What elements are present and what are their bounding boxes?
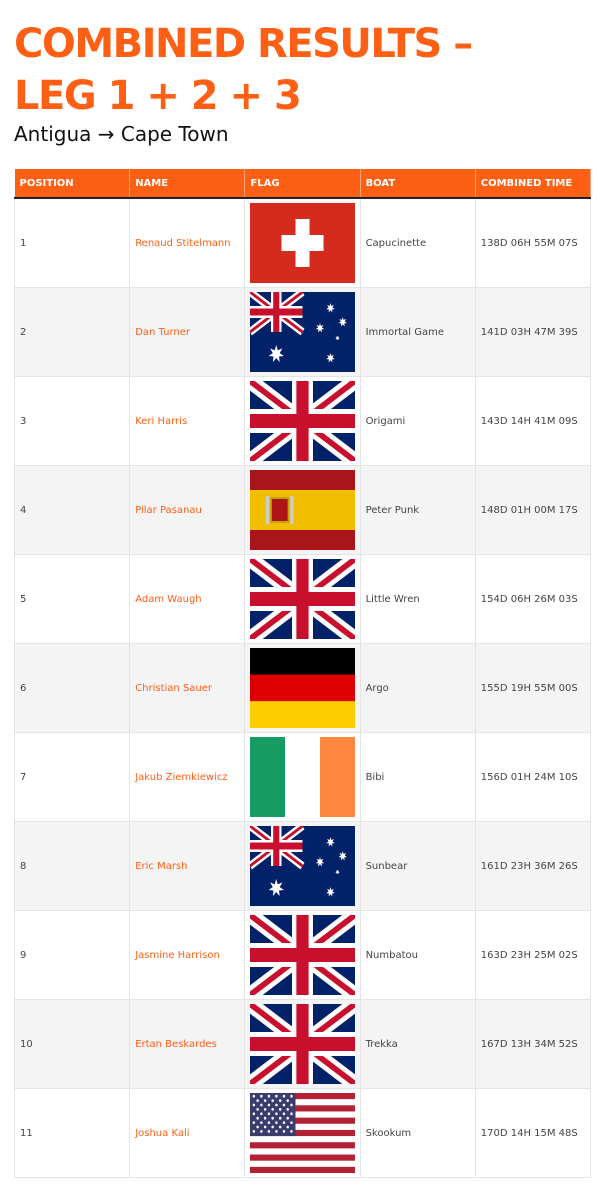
combined-time-cell: 143D 14H 41M 09S: [474, 376, 592, 466]
position-cell: 11: [13, 1088, 131, 1178]
combined-time-cell: 138D 06H 55M 07S: [474, 197, 592, 288]
flag-united-kingdom-icon: [250, 381, 356, 461]
skipper-name-link[interactable]: Jakub Ziemkiewicz: [129, 732, 246, 822]
header-boat[interactable]: BOAT: [360, 169, 476, 199]
position-cell: 1: [13, 197, 131, 288]
position-cell: 7: [13, 732, 131, 822]
skipper-name-link[interactable]: Jasmine Harrison: [129, 910, 246, 1000]
flag-cell: [244, 376, 361, 466]
flag-australia-icon: [250, 292, 356, 372]
header-position[interactable]: POSITION: [14, 169, 131, 199]
combined-time-cell: 161D 23H 36M 26S: [474, 821, 592, 911]
flag-cell: [244, 821, 361, 911]
flag-cell: [244, 197, 361, 288]
table-row: 11 Joshua Kali Skookum 170D 14H 15M 48S: [13, 1088, 592, 1178]
position-cell: 5: [13, 554, 131, 644]
table-row: 3 Keri Harris Origami 143D 14H 41M 09S: [13, 376, 592, 466]
skipper-name-link[interactable]: Joshua Kali: [129, 1088, 246, 1178]
flag-cell: [244, 287, 361, 377]
boat-cell: Numbatou: [359, 910, 476, 1000]
skipper-name-link[interactable]: Renaud Stitelmann: [129, 197, 246, 288]
flag-united-kingdom-icon: [250, 1004, 356, 1084]
position-cell: 2: [13, 287, 131, 377]
position-cell: 4: [13, 465, 131, 555]
skipper-name-link[interactable]: Keri Harris: [129, 376, 246, 466]
header-name[interactable]: NAME: [129, 169, 246, 199]
skipper-name-link[interactable]: Adam Waugh: [129, 554, 246, 644]
title-line-2: LEG 1 + 2 + 3: [14, 73, 302, 119]
skipper-name-link[interactable]: Christian Sauer: [129, 643, 246, 733]
flag-cell: [244, 1088, 361, 1178]
boat-cell: Argo: [359, 643, 476, 733]
table-row: 4 Pilar Pasanau Peter Punk 148D 01H 00M 17S: [13, 465, 592, 555]
skipper-name-link[interactable]: Dan Turner: [129, 287, 246, 377]
skipper-name-link[interactable]: Eric Marsh: [129, 821, 246, 911]
boat-cell: Immortal Game: [359, 287, 476, 377]
flag-ireland-icon: [250, 737, 356, 817]
table-header: POSITION NAME FLAG BOAT COMBINED TIME: [14, 169, 592, 199]
flag-united-kingdom-icon: [250, 559, 356, 639]
table-row: 8 Eric Marsh Sunbear 161D 23H 36M 26S: [13, 821, 592, 911]
flag-cell: [244, 732, 361, 822]
flag-switzerland-icon: [250, 203, 356, 283]
table-row: 9 Jasmine Harrison Numbatou 163D 23H 25M 02…: [13, 910, 592, 1000]
route-subtitle: Antigua → Cape Town: [14, 122, 229, 146]
page-title: COMBINED RESULTS – LEG 1 + 2 + 3: [14, 18, 473, 122]
header-flag[interactable]: FLAG: [244, 169, 361, 199]
table-row: 7 Jakub Ziemkiewicz Bibi 156D 01H 24M 10S: [13, 732, 592, 822]
title-line-1: COMBINED RESULTS –: [14, 21, 473, 67]
combined-time-cell: 148D 01H 00M 17S: [474, 465, 592, 555]
position-cell: 9: [13, 910, 131, 1000]
flag-cell: [244, 465, 361, 555]
boat-cell: Peter Punk: [359, 465, 476, 555]
boat-cell: Little Wren: [359, 554, 476, 644]
combined-time-cell: 154D 06H 26M 03S: [474, 554, 592, 644]
header-combined-time[interactable]: COMBINED TIME: [475, 169, 592, 199]
boat-cell: Skookum: [359, 1088, 476, 1178]
combined-time-cell: 141D 03H 47M 39S: [474, 287, 592, 377]
flag-united-kingdom-icon: [250, 915, 356, 995]
table-row: 6 Christian Sauer Argo 155D 19H 55M 00S: [13, 643, 592, 733]
combined-time-cell: 167D 13H 34M 52S: [474, 999, 592, 1089]
table-row: 2 Dan Turner Immortal Game 141D 03H 47M 39S: [13, 287, 592, 377]
position-cell: 6: [13, 643, 131, 733]
combined-time-cell: 170D 14H 15M 48S: [474, 1088, 592, 1178]
flag-cell: [244, 910, 361, 1000]
flag-germany-icon: [250, 648, 356, 728]
table-row: 1 Renaud Stitelmann Capucinette 138D 06H 55…: [13, 197, 592, 288]
table-row: 5 Adam Waugh Little Wren 154D 06H 26M 03S: [13, 554, 592, 644]
boat-cell: Trekka: [359, 999, 476, 1089]
combined-time-cell: 155D 19H 55M 00S: [474, 643, 592, 733]
combined-time-cell: 163D 23H 25M 02S: [474, 910, 592, 1000]
skipper-name-link[interactable]: Pilar Pasanau: [129, 465, 246, 555]
flag-cell: [244, 999, 361, 1089]
flag-spain-icon: [250, 470, 356, 550]
boat-cell: Sunbear: [359, 821, 476, 911]
boat-cell: Capucinette: [359, 197, 476, 288]
flag-united-states-icon: [250, 1093, 356, 1173]
table-row: 10 Ertan Beskardes Trekka 167D 13H 34M 52S: [13, 999, 592, 1089]
position-cell: 8: [13, 821, 131, 911]
skipper-name-link[interactable]: Ertan Beskardes: [129, 999, 246, 1089]
boat-cell: Bibi: [359, 732, 476, 822]
boat-cell: Origami: [359, 376, 476, 466]
flag-cell: [244, 554, 361, 644]
flag-australia-icon: [250, 826, 356, 906]
flag-cell: [244, 643, 361, 733]
position-cell: 3: [13, 376, 131, 466]
combined-time-cell: 156D 01H 24M 10S: [474, 732, 592, 822]
position-cell: 10: [13, 999, 131, 1089]
